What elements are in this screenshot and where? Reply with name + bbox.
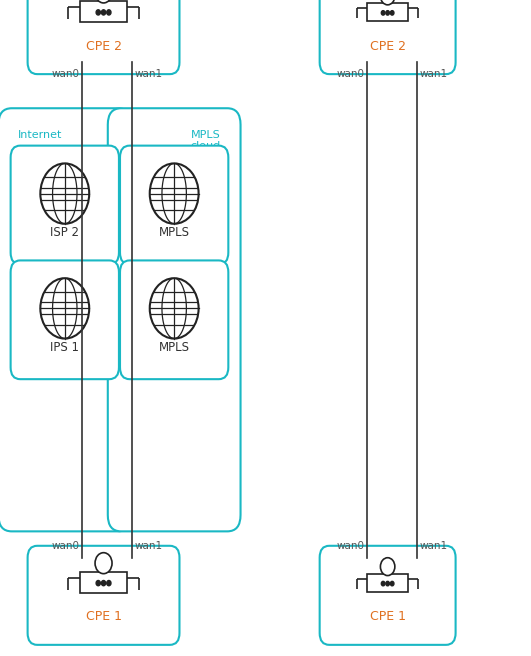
Circle shape [40,163,89,224]
Circle shape [380,558,395,575]
Text: CPE 2: CPE 2 [370,39,406,52]
Circle shape [380,0,395,5]
Circle shape [96,581,100,586]
Circle shape [390,581,394,586]
Text: wan1: wan1 [420,541,448,551]
FancyBboxPatch shape [11,146,119,264]
Circle shape [150,163,199,224]
FancyBboxPatch shape [28,546,179,645]
Circle shape [40,278,89,338]
FancyBboxPatch shape [320,546,456,645]
Circle shape [107,10,111,15]
Text: wan1: wan1 [135,541,163,551]
FancyBboxPatch shape [120,260,228,379]
Circle shape [390,10,394,15]
Text: wan1: wan1 [135,69,163,79]
FancyBboxPatch shape [108,108,241,531]
Circle shape [386,10,389,15]
FancyBboxPatch shape [320,0,456,74]
Circle shape [101,581,106,586]
Circle shape [381,581,385,586]
Text: wan0: wan0 [336,69,364,79]
Circle shape [95,552,112,573]
Circle shape [95,0,112,3]
Text: wan0: wan0 [51,541,79,551]
Text: wan0: wan0 [336,541,364,551]
FancyBboxPatch shape [80,1,127,22]
Text: Internet: Internet [18,130,63,140]
Text: CPE 2: CPE 2 [85,39,122,52]
Text: CPE 1: CPE 1 [370,610,406,623]
Circle shape [101,10,106,15]
Text: MPLS
cloud: MPLS cloud [191,130,221,152]
Circle shape [381,10,385,15]
Text: wan0: wan0 [51,69,79,79]
Text: CPE 1: CPE 1 [85,610,122,623]
Circle shape [150,278,199,338]
Circle shape [386,581,389,586]
FancyBboxPatch shape [0,108,131,531]
Text: MPLS: MPLS [159,341,190,354]
FancyBboxPatch shape [28,0,179,74]
Text: wan1: wan1 [420,69,448,79]
Circle shape [107,581,111,586]
FancyBboxPatch shape [80,571,127,592]
FancyBboxPatch shape [367,3,408,21]
Circle shape [96,10,100,15]
Text: MPLS: MPLS [159,226,190,239]
Text: IPS 1: IPS 1 [50,341,79,354]
FancyBboxPatch shape [120,146,228,264]
Text: ISP 2: ISP 2 [50,226,79,239]
FancyBboxPatch shape [367,574,408,592]
FancyBboxPatch shape [11,260,119,379]
